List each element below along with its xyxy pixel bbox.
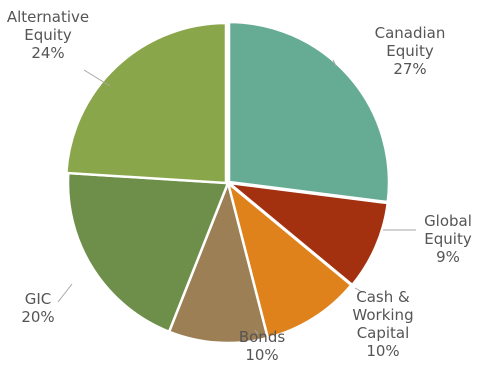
pie-slice-bonds — [167, 178, 270, 345]
leader-line-gic — [57, 283, 73, 303]
slice-label-gic: GIC 20% — [21, 290, 54, 326]
leader-line-bonds — [254, 329, 259, 335]
slice-category-label: GIC — [25, 290, 52, 308]
slice-category-label: Equity — [386, 42, 434, 60]
pie-slices — [64, 20, 391, 345]
slice-category-label: Bonds — [239, 328, 285, 346]
slice-value-label: 27% — [393, 60, 426, 78]
slice-value-label: 20% — [21, 308, 54, 326]
pie-slice-gic — [66, 171, 230, 334]
slice-category-label: Working — [352, 306, 413, 324]
slice-category-label: Capital — [357, 324, 410, 342]
pie-slice-global-equity — [224, 181, 390, 287]
slice-category-label: Canadian — [375, 24, 446, 42]
slice-value-label: 24% — [31, 44, 64, 62]
slice-category-label: Equity — [24, 26, 72, 44]
slice-value-label: 9% — [436, 248, 460, 266]
slice-category-label: Alternative — [7, 8, 89, 26]
slice-value-label: 10% — [366, 342, 399, 360]
leader-line-cash-working-capital — [354, 287, 363, 293]
leader-line-alternative-equity — [83, 69, 111, 87]
slice-labels: Canadian Equity 27%Global Equity 9%Cash & Wor… — [7, 8, 472, 364]
leader-lines — [57, 59, 416, 335]
slice-category-label: Cash & — [356, 288, 410, 306]
pie-slice-alternative-equity — [64, 21, 228, 185]
slice-label-global-equity: Global Equity 9% — [424, 212, 472, 266]
slice-label-cash-working-capital: Cash & Working Capital 10% — [352, 288, 413, 360]
slice-category-label: Global — [424, 212, 472, 230]
pie-slice-canadian-equity — [227, 20, 391, 204]
slice-label-canadian-equity: Canadian Equity 27% — [375, 24, 446, 78]
slice-label-alternative-equity: Alternative Equity 24% — [7, 8, 89, 62]
leader-line-canadian-equity — [332, 59, 337, 67]
slice-category-label: Equity — [424, 230, 472, 248]
slice-value-label: 10% — [245, 346, 278, 364]
slice-label-bonds: Bonds 10% — [239, 328, 285, 364]
